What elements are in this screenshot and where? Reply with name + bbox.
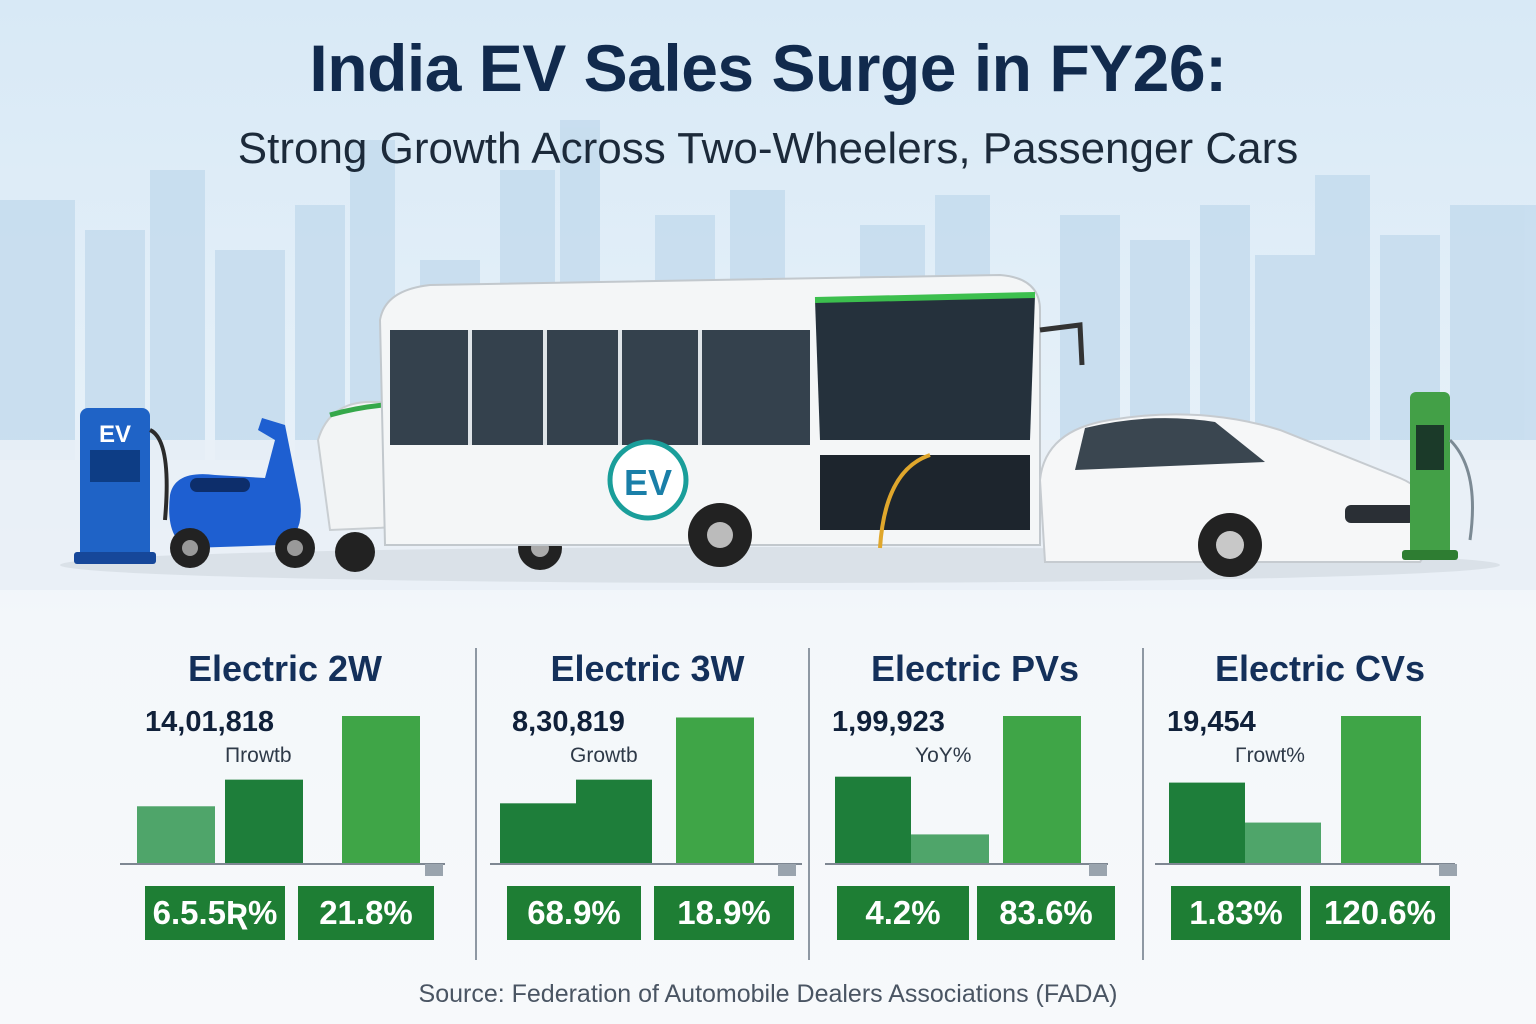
bar-3 — [1003, 716, 1081, 864]
panel-electric-3w: Electric 3W 8,30,819 Growtb 68.9% 18.9% — [490, 640, 805, 970]
bar-1 — [835, 776, 911, 864]
divider-2 — [808, 648, 810, 960]
bar-3 — [676, 717, 754, 864]
page-subtitle: Strong Growth Across Two-Wheelers, Passe… — [237, 124, 1299, 173]
bar-3 — [342, 716, 420, 864]
panel-electric-pvs: Electric PVs 1,99,923 YoY% 4.2% 83.6% — [825, 640, 1125, 970]
sales-value: 19,454 — [1167, 706, 1256, 738]
sales-value: 14,01,818 — [145, 706, 275, 738]
scooter — [169, 418, 315, 568]
charger-ev-label: EV — [99, 421, 131, 448]
panel-electric-cvs: Electric CVs 19,454 Γrowt% 1.83% 120.6% — [1155, 640, 1485, 970]
bar-2 — [576, 779, 652, 864]
bus-ev-logo: EV — [624, 462, 672, 503]
growth-badge-1: 4.2% — [837, 886, 969, 940]
bar-1 — [500, 803, 576, 864]
growth-badge-2: 18.9% — [654, 886, 794, 940]
panel-electric-2w: Electric 2W 14,01,818 Πrowtb 6.5.5Ʀ% 21.… — [120, 640, 450, 970]
bar-chart — [120, 716, 445, 876]
electric-car — [1038, 413, 1437, 577]
ev-charger-left: EV — [74, 408, 169, 564]
axis-tab — [425, 864, 443, 876]
bar-1 — [1169, 782, 1245, 864]
growth-badge-1: 6.5.5Ʀ% — [145, 886, 285, 940]
bar-1 — [137, 806, 215, 864]
sales-value: 1,99,923 — [832, 706, 945, 738]
panel-title: Electric CVs — [1214, 648, 1426, 689]
panel-title: Electric PVs — [870, 648, 1080, 689]
metric-label: Growtb — [570, 744, 638, 767]
growth-badge-2: 120.6% — [1310, 886, 1450, 940]
bar-chart — [1155, 716, 1457, 876]
growth-badge-1: 1.83% — [1171, 886, 1301, 940]
divider-3 — [1142, 648, 1144, 960]
bar-chart — [490, 717, 802, 876]
bar-2 — [1245, 822, 1321, 864]
sales-value: 8,30,819 — [512, 706, 625, 738]
bar-2 — [225, 779, 303, 864]
metric-label: YoY% — [915, 744, 972, 767]
panel-title: Electric 3W — [550, 648, 745, 689]
metric-label: Γrowt% — [1235, 744, 1305, 767]
electric-bus: EV — [378, 273, 1085, 567]
axis-tab — [778, 864, 796, 876]
ev-charger-right — [1402, 392, 1474, 560]
axis-tab — [1439, 864, 1457, 876]
growth-badge-2: 83.6% — [977, 886, 1115, 940]
growth-badge-2: 21.8% — [298, 886, 434, 940]
bar-chart — [825, 716, 1108, 876]
page-title: India EV Sales Surge in FY26: — [309, 31, 1227, 105]
bar-3 — [1341, 716, 1421, 864]
axis-tab — [1089, 864, 1107, 876]
growth-badge-1: 68.9% — [507, 886, 641, 940]
source-note: Source: Federation of Automobile Dealers… — [418, 980, 1118, 1008]
vehicles-illustration: EV EV — [60, 273, 1500, 583]
metric-label: Πrowtb — [225, 744, 292, 767]
panel-title: Electric 2W — [187, 648, 383, 689]
divider-1 — [475, 648, 477, 960]
bar-2 — [911, 834, 989, 864]
